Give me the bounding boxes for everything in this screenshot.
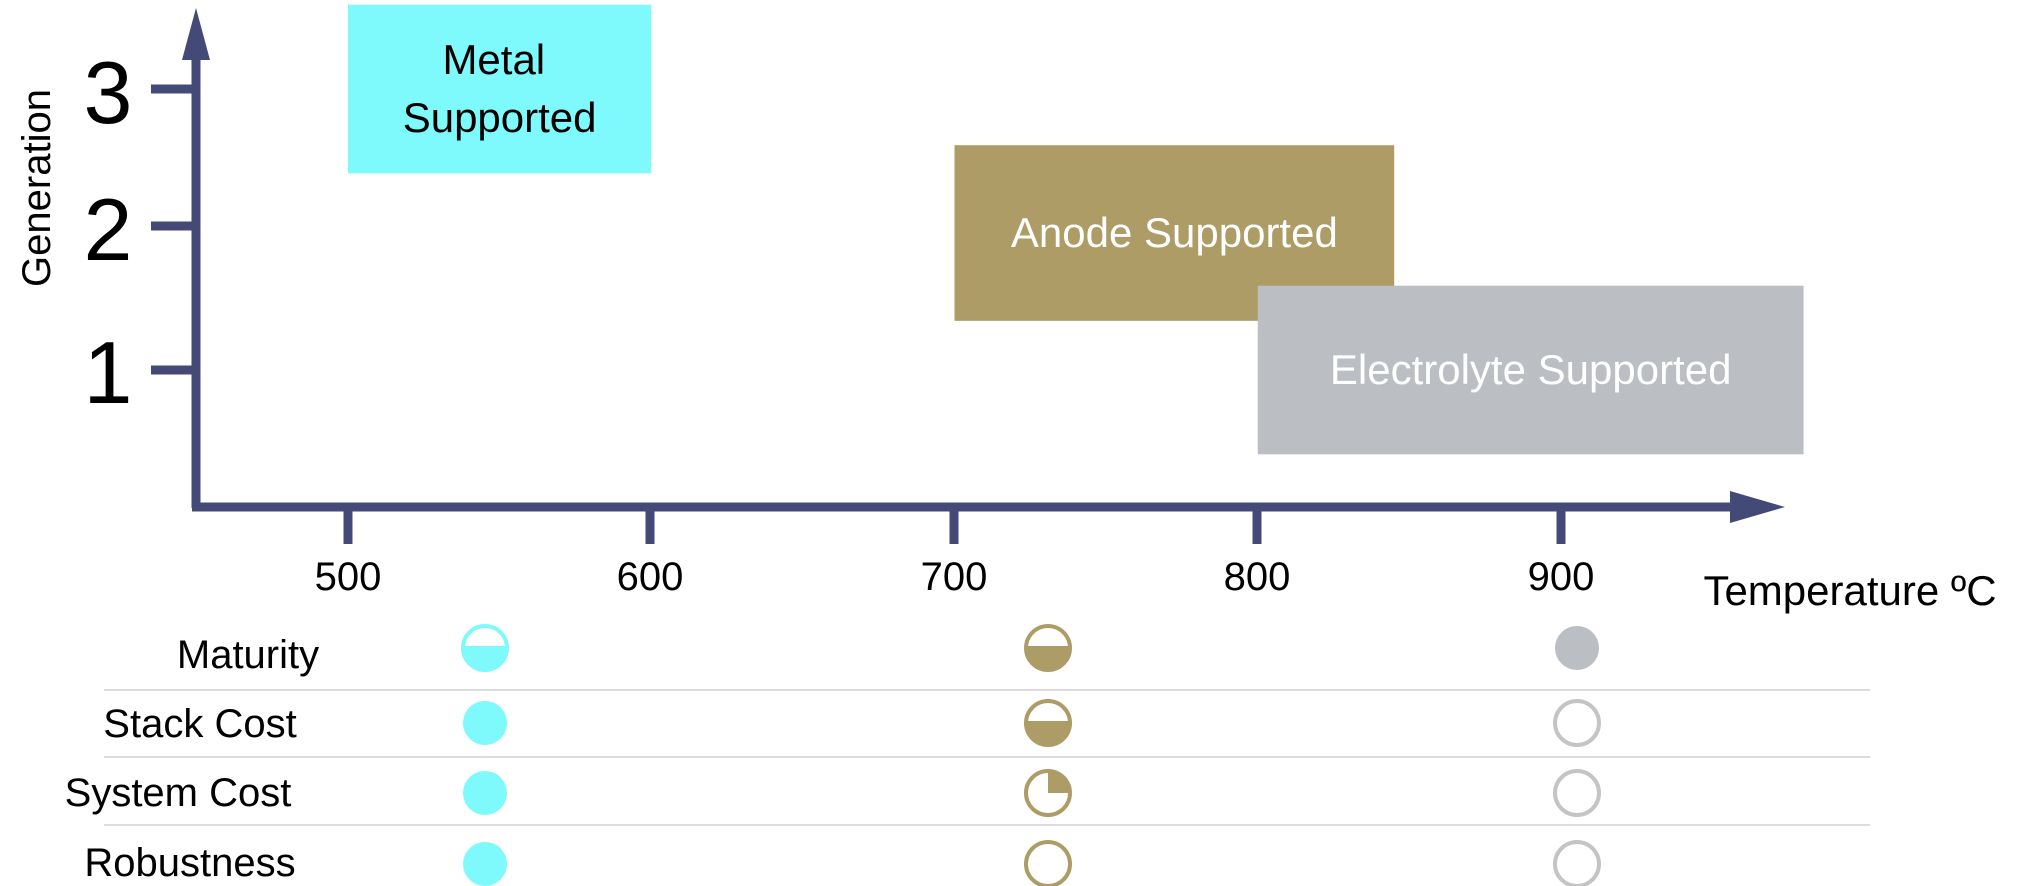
- rating-electrolyte-robustness: [1553, 840, 1601, 886]
- region-anode-label-line-1: Anode Supported: [1011, 209, 1338, 256]
- x-ticks: 500 600 700 800 900: [315, 507, 1595, 599]
- rating-anode-robustness: [1024, 840, 1072, 886]
- x-tick-label-800: 800: [1224, 555, 1291, 599]
- region-electrolyte-box: [1257, 285, 1804, 455]
- rating-anode-system-cost-fill: [1048, 771, 1070, 793]
- rating-metal-robustness-circle: [463, 842, 507, 886]
- rating-metal-stack-cost-circle: [463, 701, 507, 745]
- criteria-label-stack-cost: Stack Cost: [103, 702, 296, 746]
- rating-electrolyte-maturity: [1555, 626, 1599, 670]
- rating-metal-robustness: [463, 842, 507, 886]
- criteria-label-system-cost: System Cost: [65, 771, 292, 815]
- rating-metal-system-cost-circle: [463, 771, 507, 815]
- rating-anode-stack-cost-fill: [1026, 723, 1070, 745]
- rating-electrolyte-robustness-circle: [1553, 840, 1601, 886]
- criteria-label-robustness: Robustness: [84, 841, 295, 885]
- rating-table: Maturity Stack Cost System Cost Robustne…: [65, 624, 1870, 886]
- rating-electrolyte-system-cost-circle: [1553, 769, 1601, 817]
- regions-layer: Metal Supported Anode Supported Electrol…: [348, 4, 1804, 455]
- rating-electrolyte-maturity-circle: [1555, 626, 1599, 670]
- rating-anode-stack-cost: [1024, 699, 1072, 747]
- rating-metal-stack-cost: [463, 701, 507, 745]
- y-ticks: 1 2 3: [84, 43, 196, 422]
- rating-electrolyte-stack-cost-circle: [1553, 699, 1601, 747]
- x-tick-label-700: 700: [921, 555, 988, 599]
- y-tick-label-2: 2: [84, 180, 133, 279]
- region-electrolyte-label: Electrolyte Supported: [1330, 346, 1732, 393]
- region-electrolyte-supported: Electrolyte Supported: [1257, 285, 1804, 455]
- rating-anode-maturity-fill: [1026, 648, 1070, 670]
- rating-electrolyte-stack-cost: [1553, 699, 1601, 747]
- region-metal-label-line-1: Metal: [442, 36, 545, 83]
- x-tick-label-500: 500: [315, 555, 382, 599]
- y-axis-title: Generation: [15, 89, 59, 287]
- rating-anode-maturity: [1024, 624, 1072, 672]
- x-axis-arrowhead: [1730, 491, 1785, 523]
- region-anode-label: Anode Supported: [1011, 209, 1338, 256]
- rating-metal-maturity: [461, 624, 509, 672]
- rating-marks: [461, 624, 1601, 886]
- y-axis-arrowhead: [182, 8, 210, 60]
- region-electrolyte-label-line-1: Electrolyte Supported: [1330, 346, 1732, 393]
- axes-layer: [182, 8, 1785, 523]
- rating-anode-robustness-circle: [1024, 840, 1072, 886]
- region-metal-label: Metal Supported: [403, 36, 597, 141]
- region-metal-supported: Metal Supported: [348, 4, 652, 174]
- region-metal-box: [348, 4, 652, 174]
- rating-metal-system-cost: [463, 771, 507, 815]
- y-tick-label-3: 3: [84, 43, 133, 142]
- x-tick-label-900: 900: [1528, 555, 1595, 599]
- x-tick-label-600: 600: [617, 555, 684, 599]
- rating-metal-maturity-fill: [463, 648, 507, 670]
- y-tick-label-1: 1: [84, 323, 133, 422]
- criteria-label-maturity: Maturity: [177, 633, 319, 677]
- rating-anode-system-cost: [1024, 769, 1072, 817]
- x-axis-title: Temperature ºC: [1703, 567, 1996, 614]
- region-metal-label-line-2: Supported: [403, 94, 597, 141]
- rating-electrolyte-system-cost: [1553, 769, 1601, 817]
